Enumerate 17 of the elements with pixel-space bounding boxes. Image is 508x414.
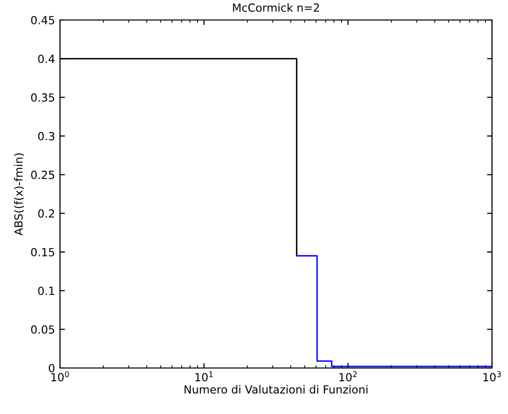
y-tick-label: 0.45 bbox=[31, 16, 54, 24]
y-tick-label: 0 bbox=[48, 364, 54, 372]
x-tick-label: 10$^{1}$ bbox=[195, 371, 213, 382]
x-tick-label: 10$^{0}$ bbox=[51, 371, 69, 382]
x-tick-label: 10$^{3}$ bbox=[483, 371, 501, 382]
y-tick-label: 0.15 bbox=[31, 248, 54, 256]
y-tick-label: 0.4 bbox=[38, 54, 55, 64]
y-tick-label: 0.2 bbox=[38, 209, 54, 218]
y-tick-label: 0.1 bbox=[38, 286, 54, 296]
x-axis-title: Numero di Valutazioni di Funzioni bbox=[184, 385, 368, 394]
y-axis-title: ABS((f(x)-fmin) bbox=[14, 153, 24, 236]
y-tick-label: 0.05 bbox=[31, 325, 54, 334]
x-tick-label: 10$^{2}$ bbox=[339, 371, 357, 382]
chart-title: McCormick n=2 bbox=[233, 3, 319, 12]
y-tick-label: 0.25 bbox=[31, 170, 54, 180]
y-tick-label: 0.3 bbox=[38, 132, 54, 140]
y-tick-label: 0.35 bbox=[31, 93, 54, 102]
